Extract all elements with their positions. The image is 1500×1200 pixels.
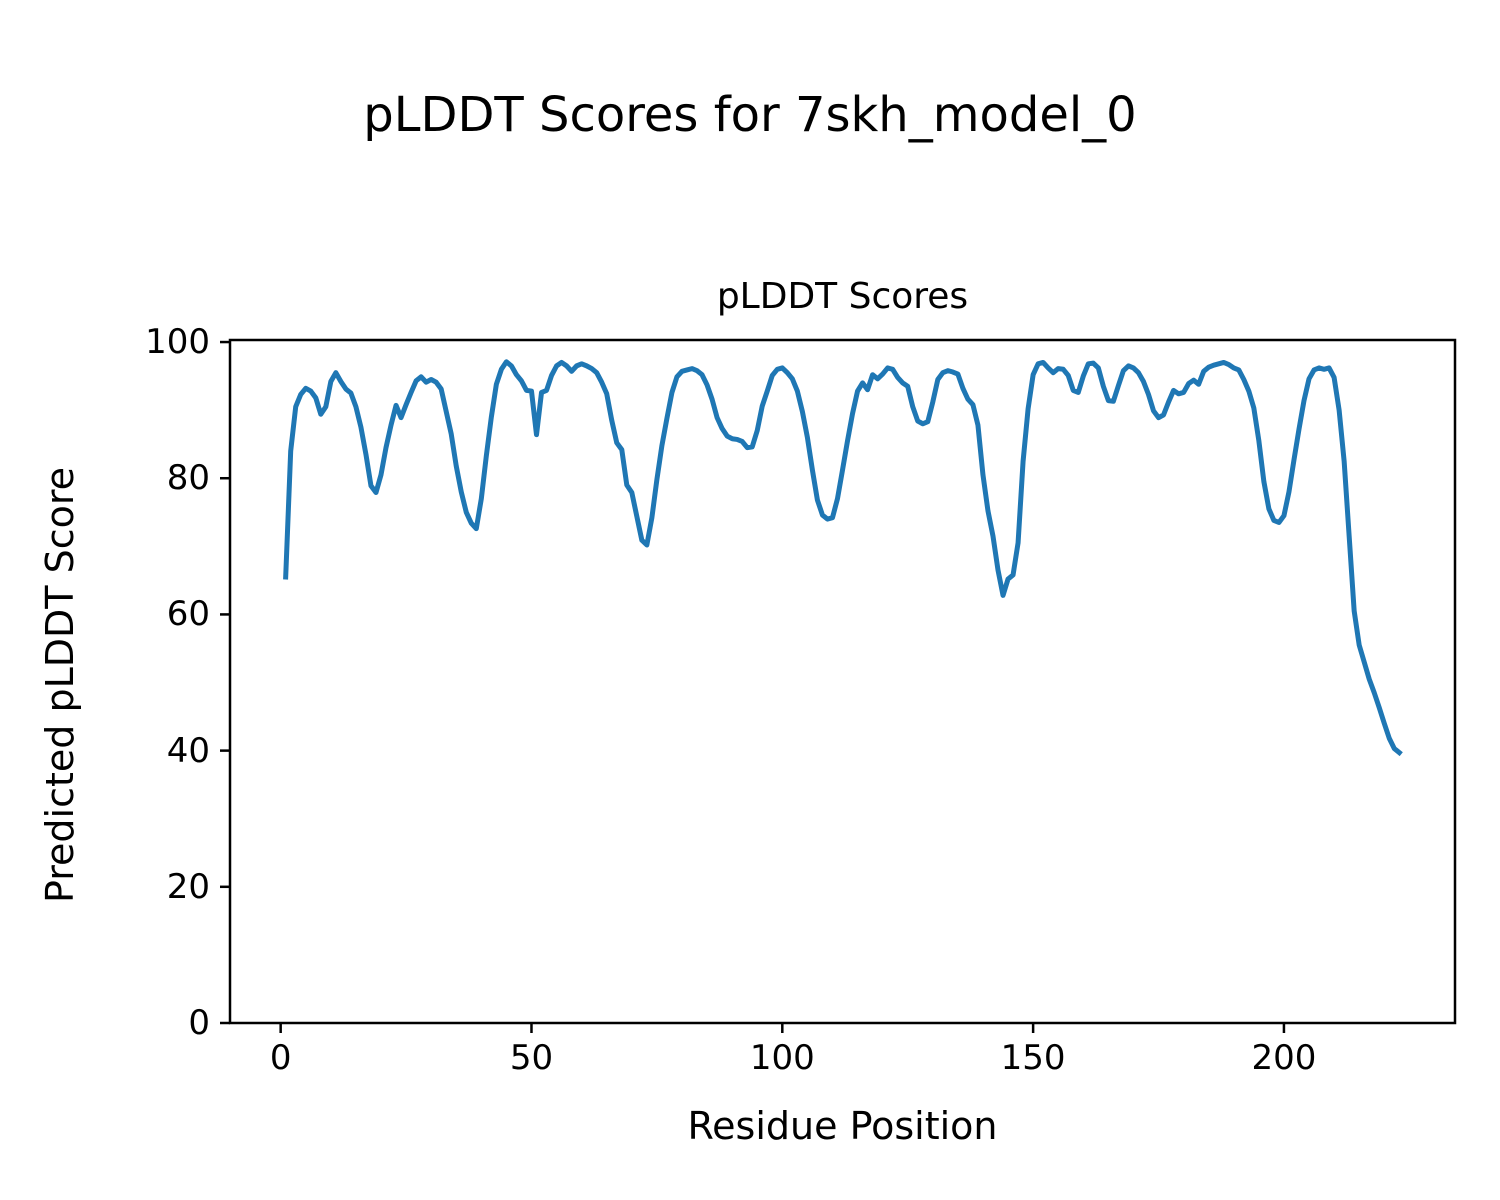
x-tick-label: 0 [269,1038,292,1078]
y-tick-label: 80 [166,458,210,499]
plddt-line-series [283,359,1403,757]
axes-spines [228,338,1457,1025]
x-tick-label: 150 [1000,1038,1066,1078]
x-tick-label: 50 [509,1038,554,1078]
x-axis-label: Residue Position [687,1104,998,1148]
x-tick-label: 100 [749,1038,815,1078]
y-axis-label: Predicted pLDDT Score [38,467,82,903]
figure-suptitle: pLDDT Scores for 7skh_model_0 [363,87,1137,143]
y-tick-label: 0 [188,1003,210,1043]
y-tick-label: 60 [166,594,210,635]
y-tick-label: 100 [145,322,210,363]
x-tick-label: 200 [1251,1038,1317,1078]
y-tick-label: 40 [166,730,210,771]
y-tick-label: 20 [166,866,210,907]
axes-title: pLDDT Scores [716,276,969,317]
